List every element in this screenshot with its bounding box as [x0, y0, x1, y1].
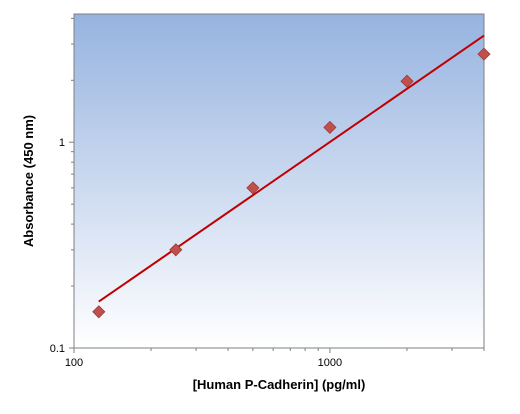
plot-area: [73, 13, 485, 349]
y-tick-label: 0.1: [50, 343, 65, 355]
points-layer: [92, 47, 491, 319]
x-axis-title: [Human P-Cadherin] (pg/ml): [193, 377, 366, 392]
x-tick-label: 100: [65, 357, 83, 369]
data-point-diamond: [323, 120, 337, 134]
axis-ticks: [69, 17, 485, 353]
data-point-diamond: [169, 243, 183, 257]
data-point-diamond: [400, 74, 414, 88]
tick-labels: 100 1000 0.1 1: [50, 137, 342, 369]
fit-layer: [98, 34, 485, 303]
data-point-diamond: [477, 47, 491, 61]
fit-curve-line: [98, 34, 485, 303]
data-point-diamond: [246, 181, 260, 195]
data-point-diamond: [92, 305, 106, 319]
y-axis-title: Absorbance (450 nm): [21, 115, 36, 247]
x-tick-label: 1000: [318, 357, 342, 369]
y-tick-label: 1: [59, 137, 65, 149]
